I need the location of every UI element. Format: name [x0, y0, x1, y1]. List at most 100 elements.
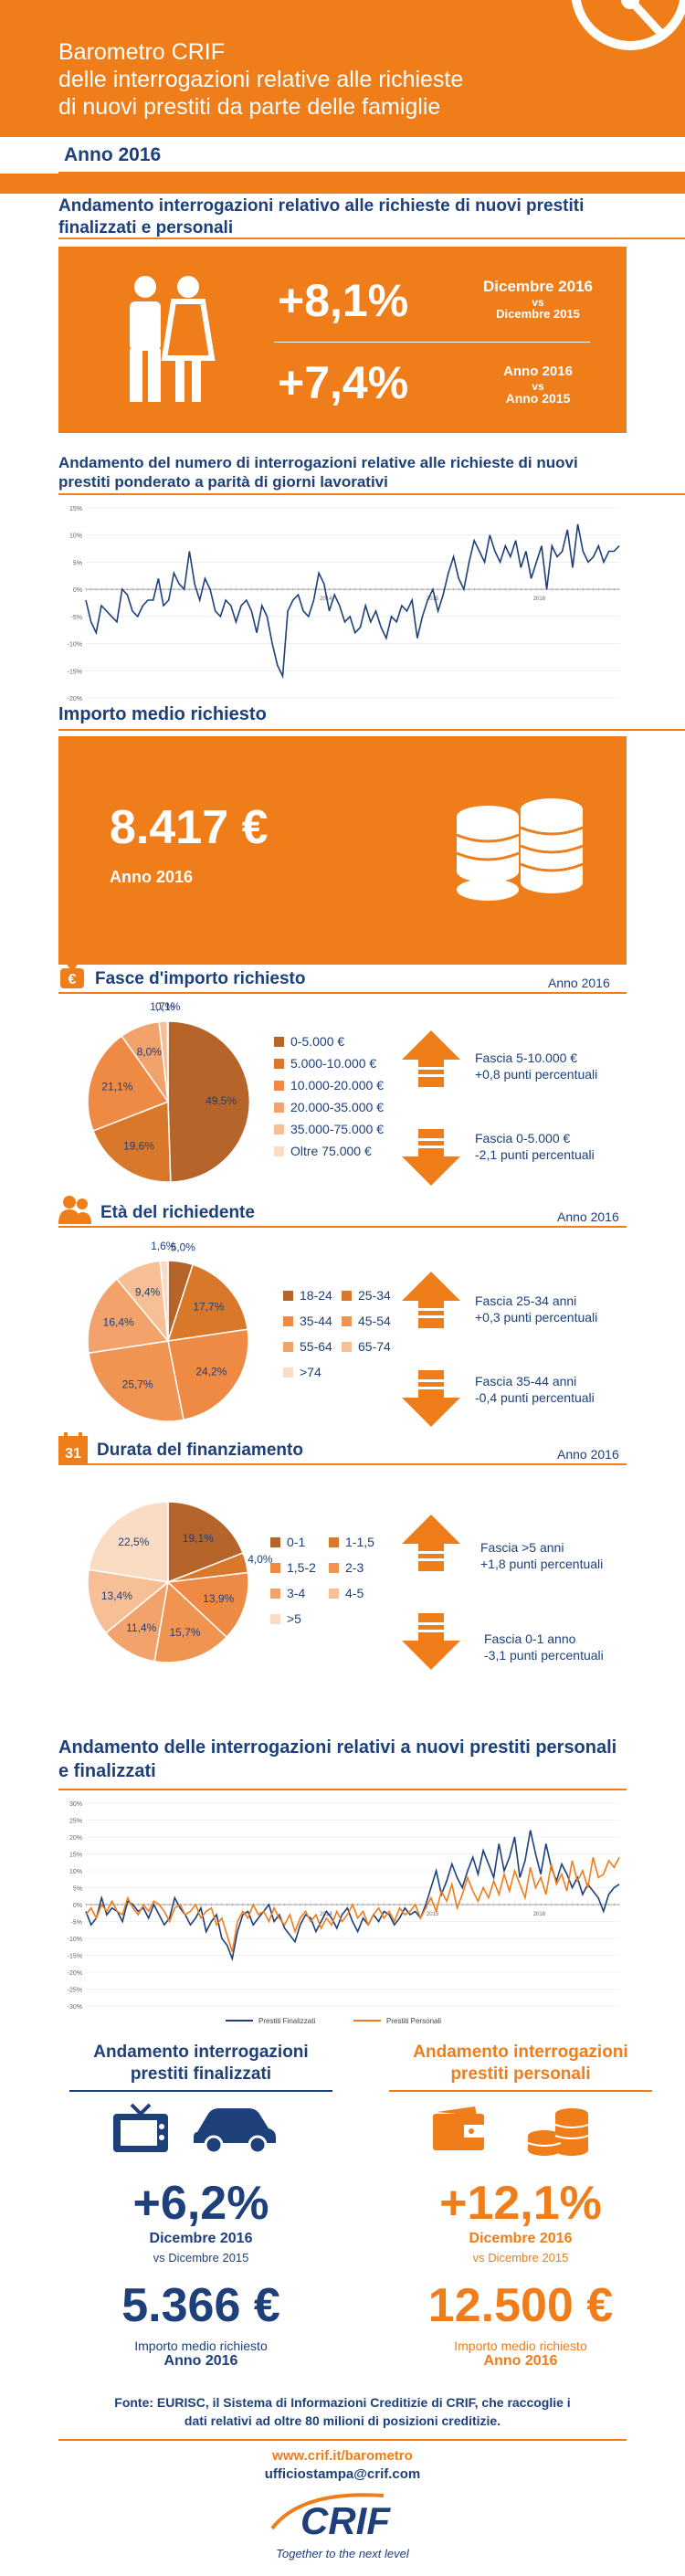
y-tick-label: -20% — [68, 696, 82, 702]
y-tick-label: 10% — [69, 1869, 82, 1875]
legend-item: Oltre 75.000 € — [274, 1144, 372, 1158]
legend-label: Oltre 75.000 € — [290, 1144, 372, 1158]
y-tick-label: -25% — [68, 1988, 82, 1994]
durata-year: Anno 2016 — [557, 1447, 619, 1462]
legend-swatch — [342, 1315, 352, 1326]
legend-item: 65-74 — [342, 1339, 391, 1354]
finalizzati-title-1: Andamento interrogazioni — [93, 2043, 309, 2062]
pie-data-label: 49,5% — [206, 1094, 237, 1107]
pie-slice — [88, 1340, 184, 1422]
fasce-note-down-1: Fascia 0-5.000 € — [475, 1131, 571, 1145]
y-tick-label: 10% — [69, 533, 82, 540]
divider — [58, 2439, 627, 2441]
pie-data-label: 1,7% — [150, 1000, 175, 1013]
pie-slice — [166, 1020, 169, 1103]
svg-text:CRIF: CRIF — [300, 2499, 391, 2542]
legend-swatch — [270, 1613, 280, 1624]
legend-item: 10.000-20.000 € — [274, 1078, 384, 1093]
arrow-down-icon — [402, 1370, 460, 1427]
legend-label: 65-74 — [358, 1339, 391, 1354]
legend-label: 0-5.000 € — [290, 1034, 345, 1049]
personali-value: +12,1% — [439, 2177, 602, 2230]
y-tick-label: -10% — [68, 1937, 82, 1943]
pie-slice — [87, 1035, 170, 1132]
pie-data-label: 17,7% — [193, 1301, 224, 1314]
finalizzati-amount: 5.366 € — [121, 2279, 280, 2332]
year-strip — [0, 137, 685, 174]
pie-data-label: 5,0% — [171, 1240, 196, 1253]
pie-data-label: 16,4% — [103, 1315, 134, 1328]
x-tick-label: 2015 — [427, 596, 439, 602]
header-title-line1: Barometro CRIF — [58, 39, 225, 65]
x-tick-label: 2015 — [427, 1912, 439, 1917]
people-icon — [58, 1196, 91, 1224]
email-link[interactable]: ufficiostampa@crif.com — [264, 2466, 421, 2482]
header-title-line3: di nuovi prestiti da parte delle famigli… — [58, 94, 441, 120]
personali-amount-label-2: Anno 2016 — [483, 2353, 558, 2369]
y-tick-label: 5% — [73, 1886, 82, 1893]
legend-item: 0-5.000 € — [274, 1034, 344, 1049]
wallet-icon — [433, 2106, 484, 2150]
eta-note-up-2: +0,3 punti percentuali — [475, 1310, 598, 1325]
legend-swatch — [342, 1341, 352, 1352]
divider — [58, 1789, 627, 1790]
header-title-line2: delle interrogazioni relative alle richi… — [58, 67, 464, 92]
legend-durata: 0-1 1-1,5 1,5-2 2-3 3-4 4-5 >5 — [270, 1535, 389, 1663]
legend-label: Prestiti Personali — [386, 2017, 441, 2025]
tagline: Together to the next level — [276, 2547, 409, 2560]
legend-swatch — [270, 1536, 280, 1547]
pie-data-label: 9,4% — [135, 1285, 161, 1298]
legend-label: Prestiti Finalizzati — [258, 2017, 315, 2025]
gauge-icon — [571, 0, 685, 50]
value-anno: +7,4% — [278, 357, 409, 408]
eta-note-down-2: -0,4 punti percentuali — [475, 1390, 595, 1405]
couple-icon — [130, 276, 216, 402]
y-tick-label: 15% — [69, 506, 82, 512]
section-title-finalizzati-personali: Andamento delle interrogazioni relativi … — [58, 1737, 617, 1781]
pie-data-label: 0,1% — [155, 1000, 181, 1013]
personali-amount-label-1: Importo medio richiesto — [454, 2338, 587, 2353]
divider — [58, 493, 685, 495]
legend-item: 55-64 — [283, 1339, 332, 1354]
legend-swatch — [342, 1290, 352, 1301]
legend-swatch — [270, 1588, 280, 1599]
barometro-link[interactable]: www.crif.it/barometro — [272, 2448, 413, 2464]
y-tick-label: -5% — [71, 1920, 82, 1927]
section-title-andamento: Andamento del numero di interrogazioni r… — [58, 454, 578, 491]
importo-box: 8.417 € Anno 2016 — [58, 736, 627, 965]
pie-data-label: 25,7% — [122, 1378, 153, 1391]
legend-swatch — [283, 1290, 293, 1301]
legend-item: 3-4 — [270, 1586, 305, 1600]
y-tick-label: -15% — [68, 1954, 82, 1960]
y-tick-label: -5% — [71, 615, 82, 621]
section-title-importo: Importo medio richiesto — [58, 704, 267, 724]
legend-label: 20.000-35.000 € — [290, 1100, 384, 1114]
legend-label: 10.000-20.000 € — [290, 1078, 384, 1093]
legend-item: >74 — [283, 1365, 321, 1379]
legend-swatch — [329, 1562, 339, 1573]
y-tick-label: -15% — [68, 669, 82, 675]
legend-swatch — [283, 1315, 293, 1326]
pie-slice — [87, 1568, 170, 1634]
divider — [389, 2090, 652, 2092]
pie-data-label: 21,1% — [101, 1080, 132, 1093]
arrow-down-icon — [402, 1613, 460, 1670]
pie-slice — [104, 1580, 170, 1663]
pie-chart-eta: 5,0% 17,7% 24,2% 25,7% 16,4% 9,4% 1,6% — [87, 1240, 249, 1422]
importo-medio-year: Anno 2016 — [110, 868, 194, 886]
y-tick-label: 0% — [73, 587, 82, 594]
legend-item: >5 — [270, 1611, 301, 1626]
x-tick-label: 2016 — [533, 596, 546, 602]
finalizzati-value: +6,2% — [132, 2177, 269, 2230]
y-tick-label: 20% — [69, 1835, 82, 1842]
legend-swatch — [274, 1145, 284, 1156]
legend-item: 1-1,5 — [329, 1535, 374, 1549]
legend-label: 1-1,5 — [345, 1535, 374, 1549]
y-tick-label: 0% — [73, 1903, 82, 1909]
personali-tiny: vs Dicembre 2015 — [472, 2251, 569, 2265]
legend-label: 45-54 — [358, 1314, 391, 1328]
y-tick-label: -10% — [68, 642, 82, 649]
legend-item: 2-3 — [329, 1560, 364, 1575]
fasce-note-up-1: Fascia 5-10.000 € — [475, 1050, 578, 1065]
divider — [58, 992, 627, 994]
